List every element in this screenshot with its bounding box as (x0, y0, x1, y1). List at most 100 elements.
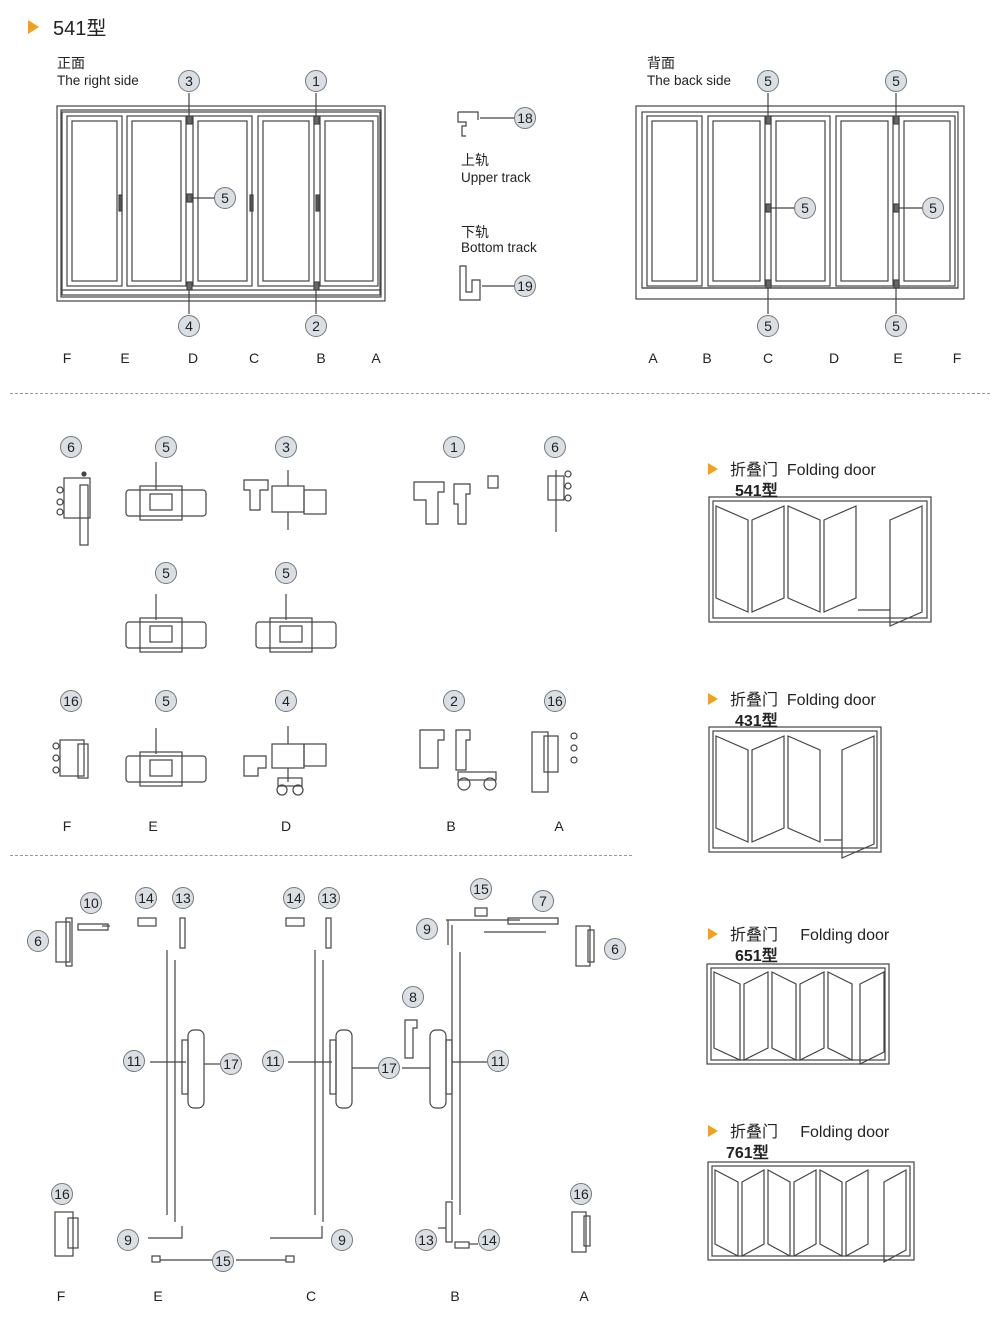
folding-door-541-heading: 折叠门 Folding door (708, 456, 876, 480)
page-title: 541型 (28, 12, 106, 41)
back-label-cn: 背面 (647, 55, 675, 71)
callout-assembly: 9 (416, 918, 438, 940)
callout-assembly: 15 (212, 1250, 234, 1272)
folding-door-431-heading: 折叠门 Folding door (708, 686, 876, 710)
callout-assembly: 15 (470, 878, 492, 900)
callout-back: 5 (794, 197, 816, 219)
bottom-track-en: Bottom track (461, 240, 537, 255)
folding-door-761-heading: 折叠门 Folding door (708, 1118, 889, 1142)
upper-track-en: Upper track (461, 170, 531, 185)
folding-door-761-model: 761型 (726, 1145, 769, 1162)
orange-triangle-icon (708, 1125, 718, 1137)
callout-back: 5 (757, 315, 779, 337)
callout-assembly: 13 (172, 887, 194, 909)
callout-back: 5 (757, 70, 779, 92)
assembly-letter: F (56, 1288, 66, 1304)
callout-front: 5 (214, 187, 236, 209)
back-label-en: The back side (647, 73, 732, 88)
callout-assembly: 17 (378, 1057, 400, 1079)
title-text: 541型 (53, 18, 107, 40)
front-label-cn: 正面 (57, 55, 85, 71)
orange-triangle-icon (708, 928, 718, 940)
callout-assembly: 8 (402, 986, 424, 1008)
upper-track-profile (457, 111, 514, 137)
front-letter: F (62, 350, 72, 366)
assembly-letter: E (153, 1288, 163, 1304)
back-letter: F (952, 350, 962, 366)
callout-assembly: 16 (570, 1183, 592, 1205)
parts-letter: F (62, 818, 72, 834)
callout-assembly: 11 (262, 1050, 284, 1072)
orange-triangle-icon (708, 693, 718, 705)
callout-assembly: 11 (487, 1050, 509, 1072)
part-2-bottom-pivot (419, 729, 497, 791)
folding-door-651-model: 651型 (735, 948, 778, 965)
orange-triangle-icon (28, 20, 39, 34)
callout-back: 5 (885, 70, 907, 92)
callout-front: 1 (305, 70, 327, 92)
assembly-letter: C (305, 1288, 317, 1304)
bottom-assembly-lines (166, 919, 546, 1222)
callout-part: 16 (60, 690, 82, 712)
assembly-letter: B (450, 1288, 460, 1304)
front-letter: E (120, 350, 130, 366)
callout-front: 2 (305, 315, 327, 337)
bottom-hardware (54, 907, 595, 1263)
separator-middle (10, 855, 632, 856)
back-door-elevation (635, 93, 965, 314)
back-letter: C (762, 350, 774, 366)
upper-track-cn: 上轨 (461, 152, 489, 168)
folding-door-541-drawing (708, 496, 932, 627)
folding-door-541-model: 541型 (735, 483, 778, 500)
callout-assembly: 7 (532, 890, 554, 912)
front-letter: A (371, 350, 381, 366)
callout-assembly: 14 (478, 1229, 500, 1251)
callout-assembly: 16 (51, 1183, 73, 1205)
callout-assembly: 13 (415, 1229, 437, 1251)
callout-assembly: 17 (220, 1053, 242, 1075)
callout-part: 5 (275, 562, 297, 584)
folding-door-651-drawing (706, 963, 890, 1065)
front-door-elevation (56, 93, 386, 314)
callout-part: 5 (155, 562, 177, 584)
back-letter: D (828, 350, 840, 366)
callout-assembly: 13 (318, 887, 340, 909)
front-letter: D (187, 350, 199, 366)
front-letter: B (316, 350, 326, 366)
callout-assembly: 6 (27, 930, 49, 952)
bottom-track-cn: 下轨 (461, 224, 489, 240)
part-4-bottom-hinge (243, 726, 327, 796)
parts-letter: A (554, 818, 564, 834)
callout-assembly: 9 (331, 1229, 353, 1251)
callout-assembly: 9 (117, 1229, 139, 1251)
callout-assembly: 14 (135, 887, 157, 909)
callout-assembly: 14 (283, 887, 305, 909)
callout-part: 16 (544, 690, 566, 712)
part-5-hinge-row3 (125, 728, 207, 787)
part-5-hinge-row2a (125, 594, 207, 653)
folding-door-431-drawing (708, 726, 882, 859)
callout-bottom-track: 19 (514, 275, 536, 297)
part-5-hinge-row2b (255, 594, 337, 653)
parts-letter: E (148, 818, 158, 834)
bottom-leader-lines (102, 925, 487, 1261)
callout-assembly: 10 (80, 892, 102, 914)
callout-part: 6 (60, 436, 82, 458)
part-5-hinge-row1 (125, 462, 207, 521)
callout-assembly: 6 (604, 938, 626, 960)
folding-door-431-model: 431型 (735, 713, 778, 730)
parts-letter: B (446, 818, 456, 834)
callout-front: 4 (178, 315, 200, 337)
bottom-track-profile (459, 265, 514, 301)
callout-part: 3 (275, 436, 297, 458)
callout-part: 5 (155, 690, 177, 712)
front-letter: C (248, 350, 260, 366)
callout-upper-track: 18 (514, 107, 536, 129)
assembly-letter: A (579, 1288, 589, 1304)
back-letter: A (648, 350, 658, 366)
part-3-hinge (243, 470, 327, 530)
callout-part: 5 (155, 436, 177, 458)
back-letter: B (702, 350, 712, 366)
callout-back: 5 (922, 197, 944, 219)
